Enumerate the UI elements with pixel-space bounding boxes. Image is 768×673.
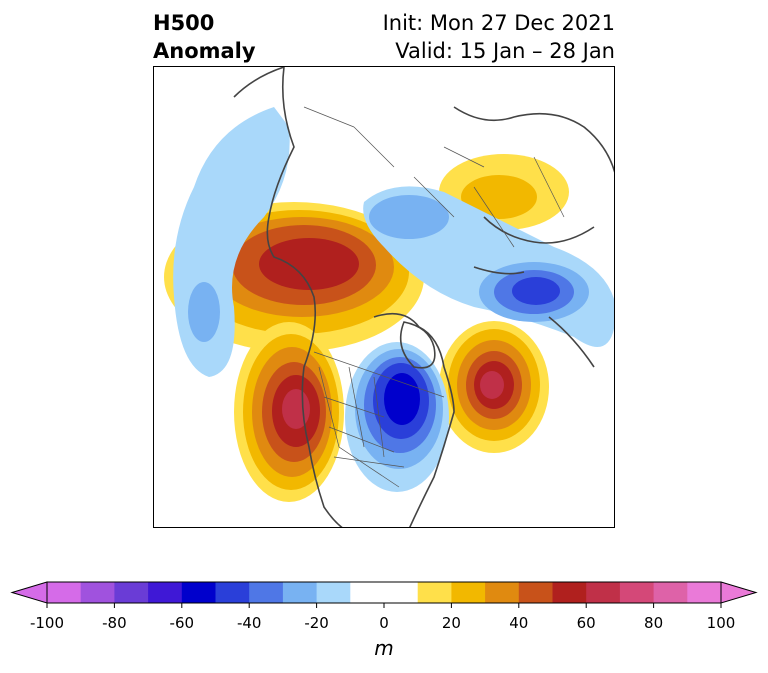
colorbar-segment (586, 582, 621, 603)
colorbar-segment (316, 582, 351, 603)
title-right: Init: Mon 27 Dec 2021 Valid: 15 Jan – 28… (383, 9, 615, 65)
colorbar-segment (384, 582, 419, 603)
colorbar (10, 581, 758, 608)
trough-arctic (363, 186, 614, 347)
trough-east-canada (345, 342, 449, 492)
colorbar-tick-label: -20 (304, 614, 329, 632)
colorbar-segment (249, 582, 284, 603)
colorbar-segment (350, 582, 385, 603)
colorbar-tick-label: -40 (236, 614, 262, 632)
colorbar-segment (687, 582, 722, 603)
colorbar-segment (114, 582, 149, 603)
init-date: Init: Mon 27 Dec 2021 (382, 11, 615, 35)
valid-range: Valid: 15 Jan – 28 Jan (395, 39, 615, 63)
colorbar-tick-label: -80 (102, 614, 127, 632)
colorbar-unit: m (374, 636, 394, 660)
colorbar-tick-label: 100 (706, 614, 736, 632)
map-panel (153, 66, 615, 528)
ridge-west-coast (234, 322, 344, 502)
colorbar-segment (619, 582, 655, 603)
title-left: H500 Anomaly (153, 9, 256, 65)
colorbar-tick-label: 80 (644, 614, 664, 632)
colorbar-segment (181, 582, 216, 603)
coastlines (233, 67, 614, 527)
colorbar-min-extension (10, 581, 48, 604)
borders (303, 106, 565, 488)
title-variable: H500 (153, 11, 215, 35)
anomaly-map (164, 67, 614, 527)
colorbar-tick-label: -60 (169, 614, 195, 632)
colorbar-tick-label: 0 (379, 614, 389, 632)
colorbar-tick-label: 40 (509, 614, 529, 632)
colorbar-segment (518, 582, 553, 603)
colorbar-segment (282, 582, 318, 603)
colorbar-tick-label: -100 (29, 614, 65, 632)
colorbar-segment (80, 582, 115, 603)
ridge-atlantic (439, 321, 549, 453)
colorbar-max-extension (720, 581, 758, 604)
colorbar-segment (417, 582, 452, 603)
colorbar-segment (653, 582, 688, 603)
colorbar-segment (485, 582, 520, 603)
title-anomaly: Anomaly (153, 39, 256, 63)
colorbar-tick-label: 20 (441, 614, 461, 632)
colorbar-segment (451, 582, 486, 603)
colorbar-segment (148, 582, 183, 603)
colorbar-segment (47, 582, 82, 603)
colorbar-segment (552, 582, 587, 603)
colorbar-tick-label: 60 (576, 614, 596, 632)
trough-pacific (173, 107, 290, 377)
colorbar-segment (215, 582, 250, 603)
